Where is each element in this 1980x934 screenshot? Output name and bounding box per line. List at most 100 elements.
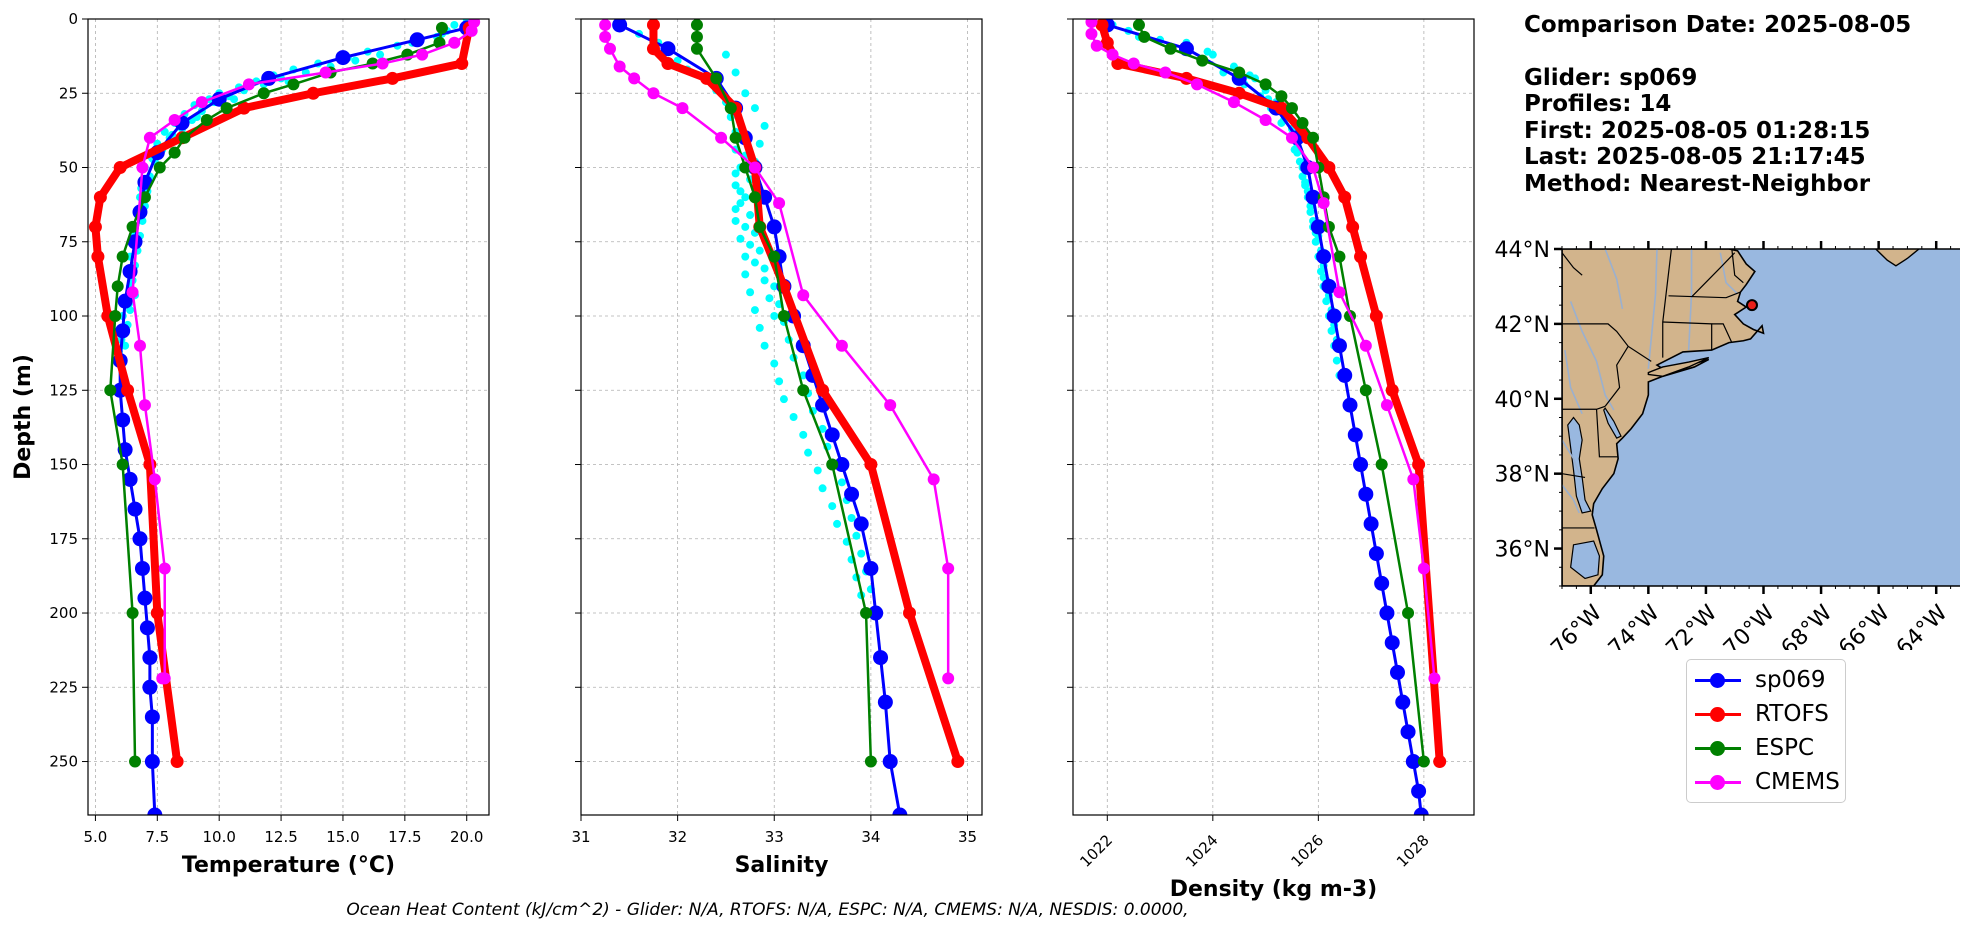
series-point-sp069 [1337,367,1353,383]
series-point-rtofs [1369,309,1383,323]
density-axis-label: Density (kg m-3) [1170,877,1378,902]
series-point-rtofs [816,383,830,397]
x-tick-label: 34 [861,828,880,846]
series-point-cmems [748,161,761,174]
series-point-espc [220,102,233,115]
series-point-cmems [1380,399,1393,412]
series-point-espc [109,310,122,323]
series-point-rtofs [113,161,127,175]
series-point-cmems [835,339,848,352]
state-border [1668,291,1741,299]
glider-raw-point [750,306,759,315]
series-point-cmems [1285,131,1298,144]
x-tick-label: 15.0 [326,828,359,846]
glider-raw-point [804,448,813,457]
glider-raw-point [760,121,769,130]
glider-raw-point [813,466,822,475]
series-point-rtofs [1338,190,1352,204]
series-point-rtofs [1274,101,1288,115]
series-point-espc [153,161,166,174]
x-tick-label: 31 [571,828,590,846]
glider-raw-point [833,519,842,528]
lon-label: 74°W [1604,600,1665,650]
series-point-rtofs [91,250,105,264]
series-point-espc [126,607,139,620]
series-point-sp069 [1326,308,1342,324]
lon-label: 72°W [1662,600,1723,650]
series-point-rtofs [1322,161,1336,175]
series-point-espc [826,458,839,471]
series-point-cmems [1227,96,1240,109]
river-line [1687,249,1693,351]
lat-label: 44°N [1495,238,1550,263]
series-point-sp069 [1384,635,1400,651]
series-point-rtofs [455,57,469,71]
series-point-rtofs [385,71,399,85]
state-border [1691,252,1736,298]
series-point-rtofs [1354,250,1368,264]
x-tick-label: 7.5 [145,828,169,846]
lat-label: 38°N [1495,463,1550,488]
series-point-espc [1132,19,1145,31]
series-point-cmems [448,36,461,49]
series-point-sp069 [868,605,884,621]
glider-raw-point [731,181,740,190]
series-point-sp069 [1363,516,1379,532]
glider-raw-point [1306,208,1315,217]
state-border [1562,473,1586,479]
series-point-sp069 [853,516,869,532]
series-point-sp069 [1405,754,1421,770]
salinity-panel: 31 32 33 34 35 Salinity [571,18,983,878]
glider-raw-point [731,68,740,77]
glider-raw-point [789,413,798,421]
lon-label: 64°W [1892,600,1953,650]
chesapeake-bay [1567,416,1592,514]
series-point-sp069 [882,754,898,770]
delaware-bay [1603,407,1622,439]
legend-marker-rtofs [1710,707,1725,722]
x-tick-label: 32 [668,828,687,846]
series-point-cmems [465,24,478,37]
series-point-espc [710,72,723,85]
series-point-sp069 [144,754,160,770]
y-tick-label: 100 [49,307,78,325]
series-point-cmems [319,66,332,79]
nova-scotia [1875,249,1920,267]
series-point-espc [797,384,810,397]
series-point-rtofs [661,57,675,71]
series-point-sp069 [834,457,850,473]
series-point-sp069 [1374,575,1390,591]
series-point-cmems [133,339,146,352]
series-point-sp069 [1358,486,1374,502]
glider-raw-point [837,478,846,487]
glider-raw-point [741,222,750,231]
legend-label-rtofs: RTOFS [1755,701,1829,727]
glider-raw-point [1301,181,1310,190]
series-point-espc [724,102,737,115]
series-point-cmems [1190,78,1203,91]
series-point-cmems [126,286,139,299]
map-content [1562,249,1960,586]
series-point-sp069 [1310,219,1326,235]
series-point-cmems [927,473,940,486]
temperature-content [88,19,481,815]
series-point-rtofs [1100,36,1114,50]
glider-raw-point [750,104,759,113]
lat-label: 36°N [1495,538,1550,563]
series-line-espc [1137,24,1426,762]
glider-raw-point [770,282,779,291]
state-border [1604,346,1629,407]
glider-raw-point [755,246,764,255]
series-point-sp069 [134,560,150,576]
series-point-sp069 [863,560,879,576]
glider-raw-point [731,216,740,225]
series-point-sp069 [1413,807,1429,815]
lat-label: 42°N [1495,313,1550,338]
series-point-cmems [1317,197,1330,210]
series-point-sp069 [877,694,893,710]
legend: sp069 RTOFS ESPC CMEMS [1686,659,1846,803]
series-point-rtofs [1412,458,1426,472]
glider-raw-point [741,252,750,261]
series-point-sp069 [612,19,628,33]
